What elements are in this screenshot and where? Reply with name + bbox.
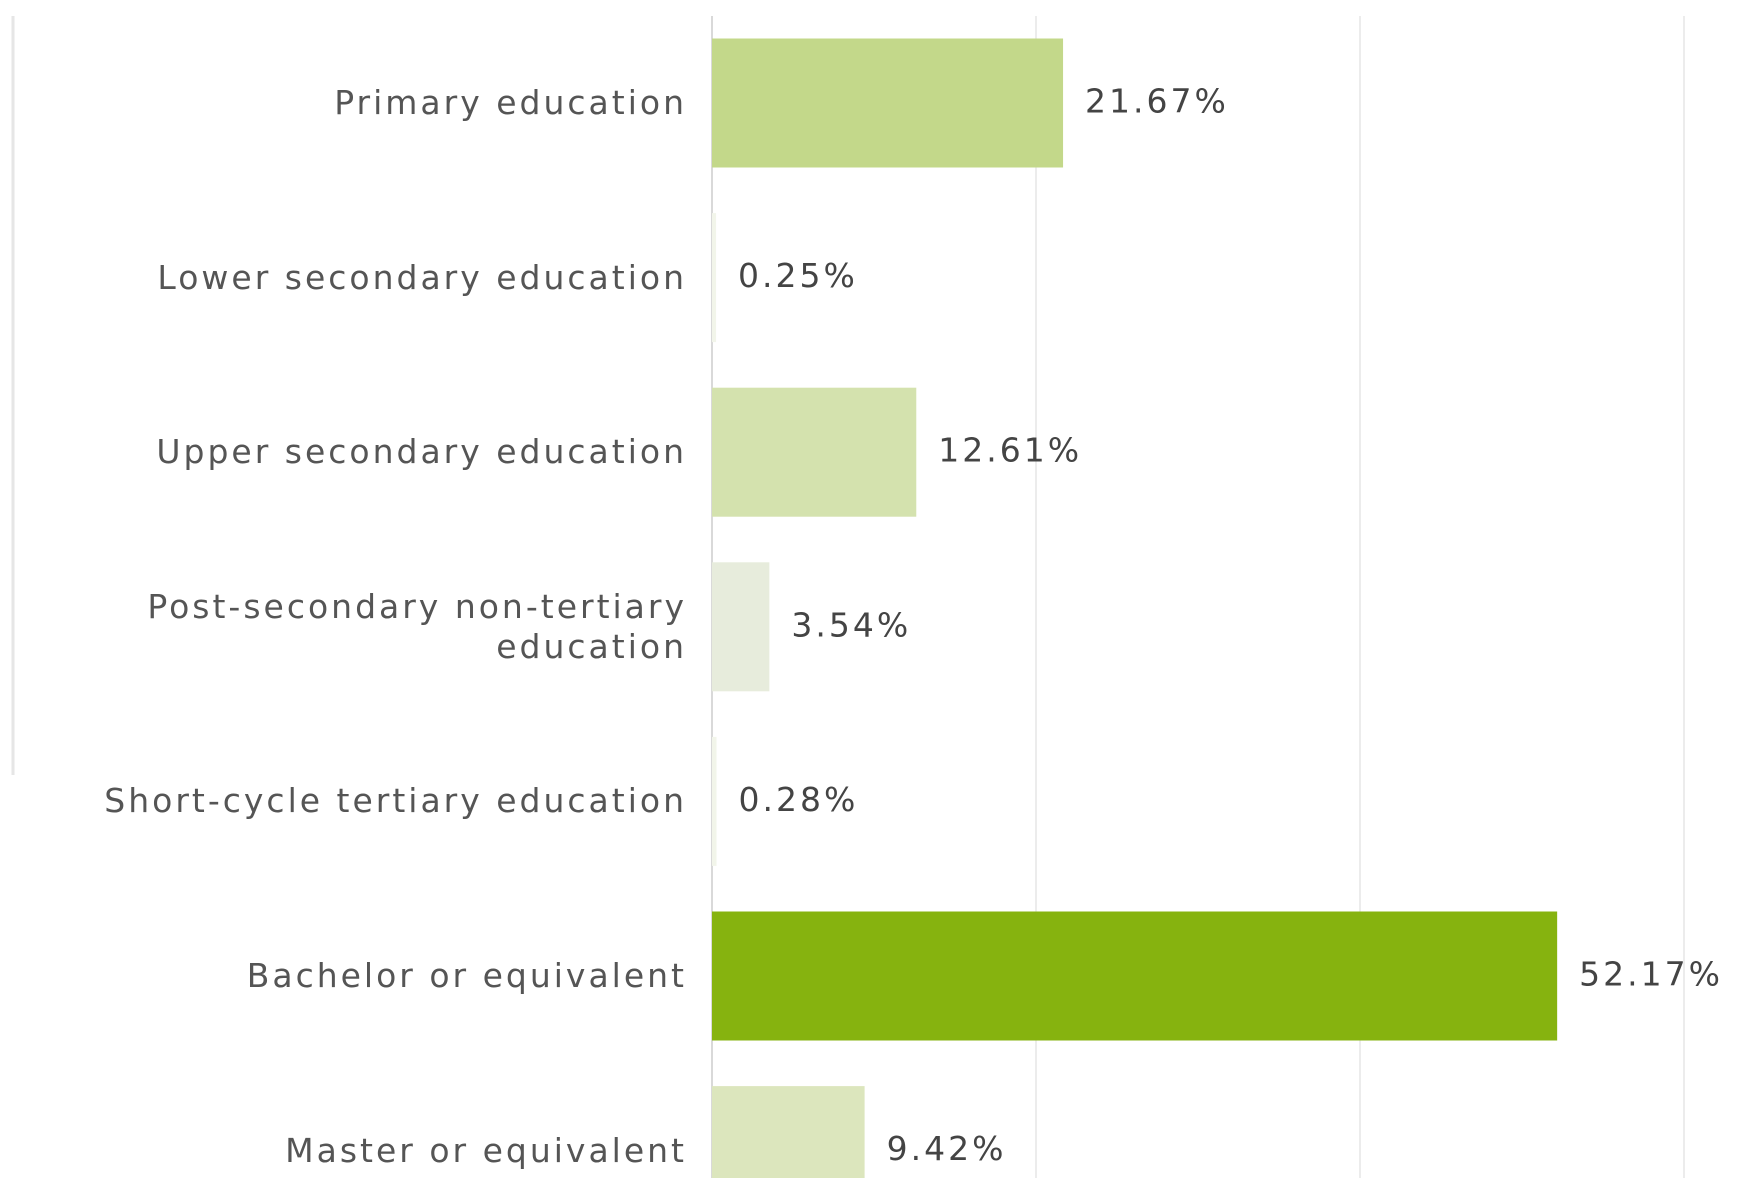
category-label: Master or equivalent: [285, 1130, 687, 1170]
category-label: Short-cycle tertiary education: [104, 781, 687, 821]
category-label: Bachelor or equivalent: [246, 956, 687, 995]
bar: [712, 387, 917, 517]
value-label: 12.61%: [938, 431, 1082, 470]
bar: [712, 1086, 865, 1178]
category-label: Post-secondary non-tertiary education: [147, 586, 687, 666]
value-label: 3.54%: [791, 605, 911, 644]
category-label: Upper secondary education: [156, 432, 687, 472]
value-label: 52.17%: [1579, 955, 1723, 994]
value-label: 9.42%: [887, 1129, 1007, 1168]
bar: [712, 562, 770, 692]
bar: [712, 736, 717, 866]
category-label: Primary education: [334, 83, 687, 122]
bar: [712, 213, 717, 343]
value-label: 21.67%: [1085, 82, 1229, 121]
value-label: 0.25%: [738, 256, 858, 295]
bar: [712, 911, 1558, 1041]
bar: [712, 38, 1064, 168]
category-label: Lower secondary education: [157, 257, 687, 297]
value-label: 0.28%: [739, 780, 859, 819]
